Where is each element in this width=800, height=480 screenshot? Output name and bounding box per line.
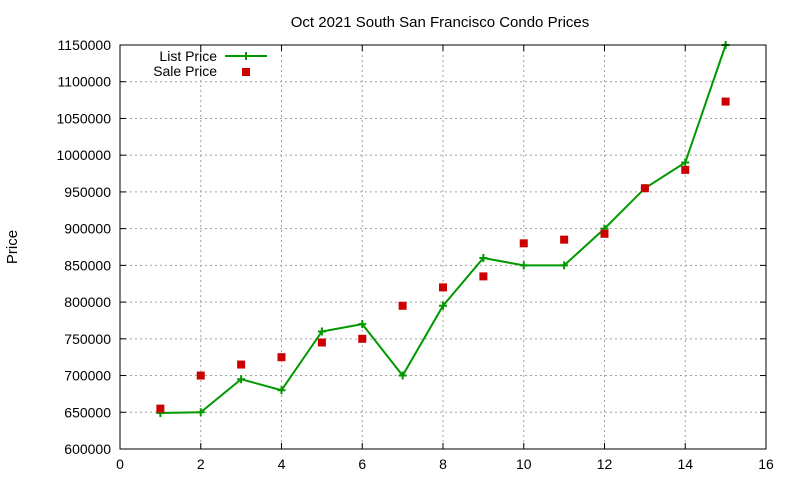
legend-marker-list-price — [242, 52, 250, 60]
y-tick-label: 800000 — [64, 294, 111, 310]
sale-price-point — [237, 360, 246, 369]
list-price-point — [398, 371, 407, 380]
y-tick-label: 750000 — [64, 331, 111, 347]
y-tick-label: 650000 — [64, 404, 111, 420]
list-price-point — [681, 158, 690, 167]
legend-label-sale-price: Sale Price — [153, 63, 217, 79]
list-price-point — [560, 261, 569, 270]
y-tick-label: 950000 — [64, 184, 111, 200]
sale-price-point — [156, 404, 165, 413]
x-tick-label: 0 — [116, 456, 124, 472]
sale-price-point — [560, 235, 569, 244]
plot-border — [119, 44, 767, 450]
y-tick-label: 600000 — [64, 441, 111, 457]
sale-price-point — [358, 334, 367, 343]
list-price-point — [439, 301, 447, 310]
axis-ticks: 600000 650000 700000 750000 800000 850000 9000… — [56, 37, 774, 472]
sale-price-point — [721, 97, 730, 106]
sale-price-point — [277, 353, 286, 362]
x-tick-label: 2 — [197, 456, 205, 472]
y-tick-label: 700000 — [64, 368, 111, 384]
sale-price-point — [519, 239, 528, 248]
y-tick-label: 850000 — [64, 257, 111, 273]
sale-price-point — [196, 371, 205, 380]
legend-marker-sale-price — [242, 68, 250, 76]
list-price-point — [196, 408, 205, 417]
list-price-point — [317, 327, 326, 336]
x-tick-label: 6 — [358, 456, 366, 472]
chart-title: Oct 2021 South San Francisco Condo Price… — [291, 14, 590, 31]
y-axis-title: Price — [4, 230, 21, 264]
list-price-point — [277, 386, 286, 395]
y-tick-label: 1050000 — [56, 110, 111, 126]
grid — [120, 45, 766, 449]
x-tick-label: 4 — [278, 456, 286, 472]
x-tick-label: 8 — [439, 456, 447, 472]
x-tick-label: 14 — [677, 456, 693, 472]
y-tick-label: 900000 — [64, 221, 111, 237]
y-tick-label: 1000000 — [56, 147, 111, 163]
sale-price-point — [317, 338, 326, 347]
list-price-point — [479, 254, 488, 263]
x-tick-label: 10 — [516, 456, 532, 472]
legend-label-list-price: List Price — [159, 48, 217, 64]
y-tick-label: 1100000 — [58, 74, 112, 90]
list-price-point — [237, 375, 246, 384]
sale-price-point — [681, 165, 690, 174]
sale-price-point — [439, 283, 447, 292]
list-price-point — [358, 320, 367, 329]
legend: List Price Sale Price — [153, 48, 267, 79]
list-price-point — [519, 261, 528, 270]
sale-price-point — [640, 184, 649, 193]
sale-price-point — [398, 301, 407, 310]
x-tick-label: 12 — [597, 456, 613, 472]
series-layer — [156, 41, 730, 418]
sale-price-point — [479, 272, 488, 281]
y-tick-label: 1150000 — [58, 37, 112, 53]
x-tick-label: 16 — [758, 456, 774, 472]
sale-price-point — [600, 229, 609, 238]
